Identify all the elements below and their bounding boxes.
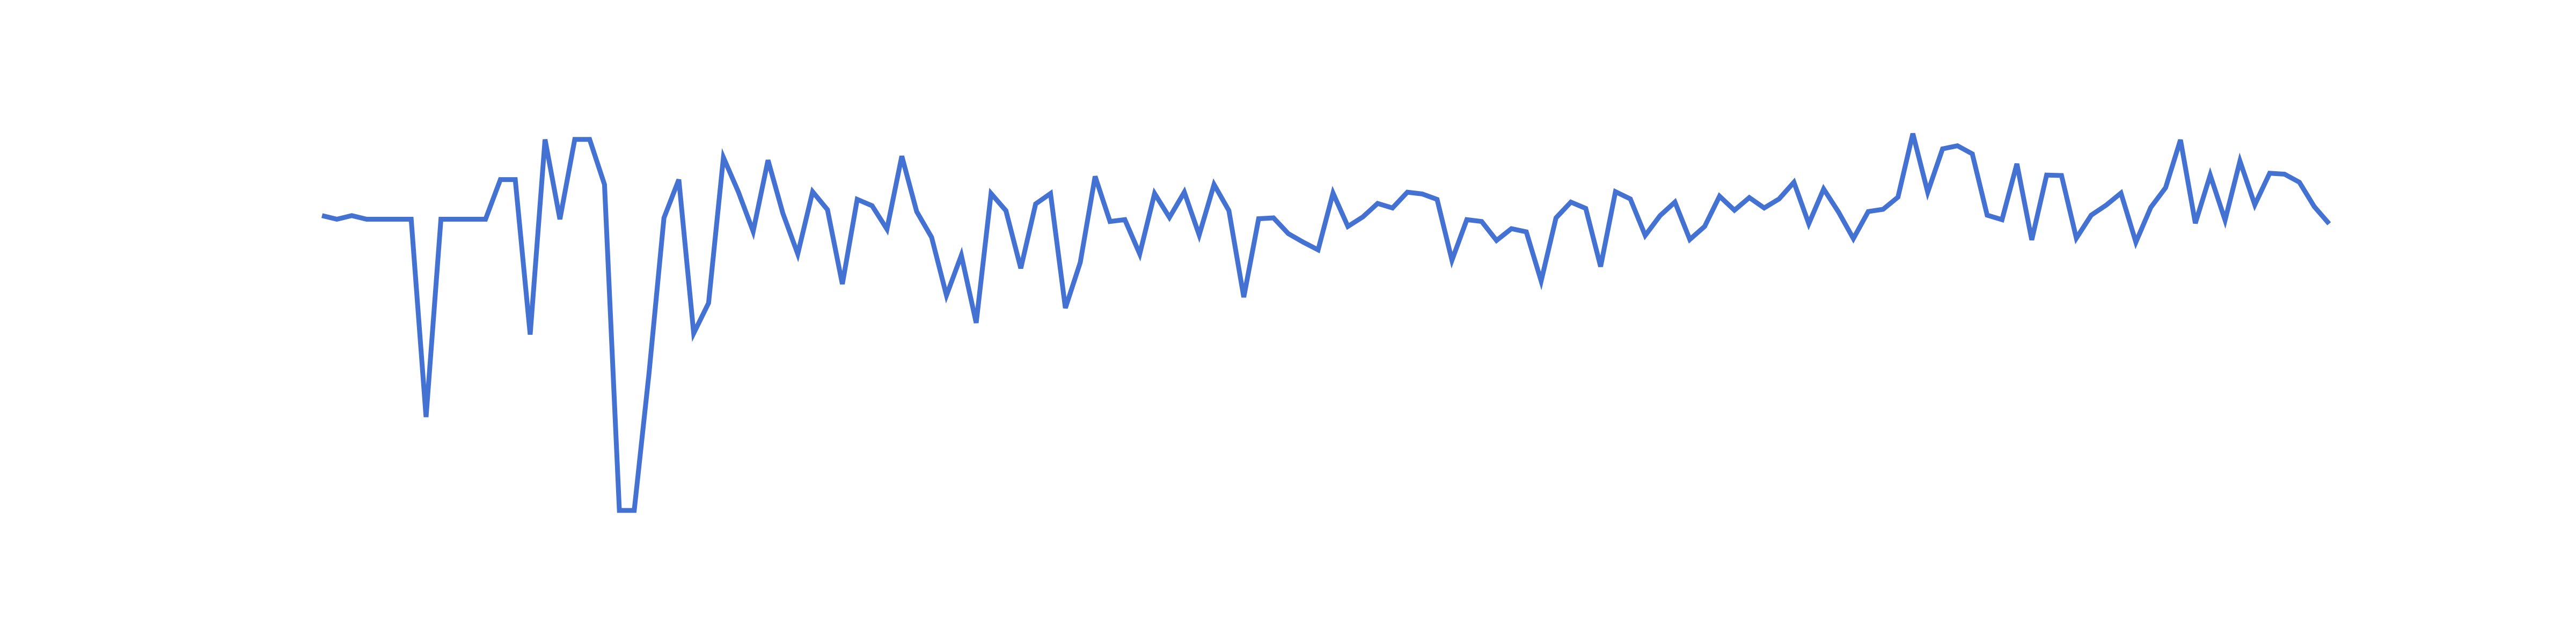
series-group xyxy=(321,133,2331,513)
series-line-1 xyxy=(321,133,2331,513)
